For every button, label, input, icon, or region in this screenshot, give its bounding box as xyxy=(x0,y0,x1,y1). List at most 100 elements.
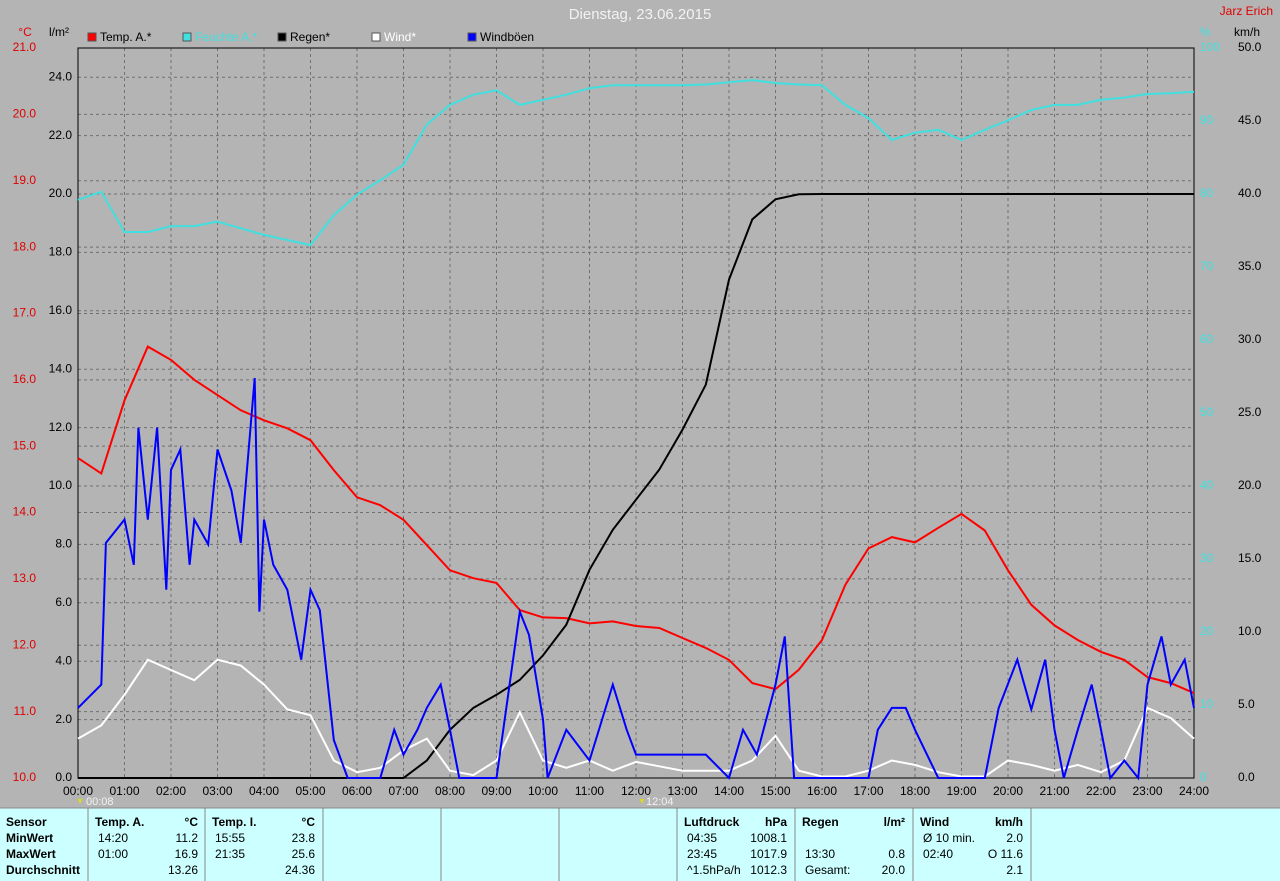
y3-tick-label: 100 xyxy=(1200,40,1220,54)
x-tick-label: 19:00 xyxy=(946,784,976,798)
cell-value: 1008.1 xyxy=(750,831,787,845)
legend-label: Windböen xyxy=(480,30,534,44)
y-tick-label: 16.0 xyxy=(13,372,37,386)
y3-tick-label: 90 xyxy=(1200,113,1214,127)
y2-tick-label: 12.0 xyxy=(49,420,73,434)
y-tick-label: 17.0 xyxy=(13,306,37,320)
x-tick-label: 12:00 xyxy=(621,784,651,798)
author: Jarz Erich xyxy=(1220,4,1273,18)
cell-value: 2.0 xyxy=(1006,831,1023,845)
y4-axis-unit: km/h xyxy=(1234,25,1260,39)
y4-tick-label: 15.0 xyxy=(1238,551,1262,565)
x-tick-label: 14:00 xyxy=(714,784,744,798)
marker-icon xyxy=(640,799,644,804)
y3-axis-unit: % xyxy=(1200,25,1211,39)
marker-icon xyxy=(78,799,82,804)
y4-tick-label: 0.0 xyxy=(1238,770,1255,784)
panel-title: Temp. I. xyxy=(212,815,256,829)
y-axis-unit: °C xyxy=(18,25,32,39)
y-tick-label: 19.0 xyxy=(13,173,37,187)
legend-swatch xyxy=(371,32,381,42)
cell-time: 14:20 xyxy=(98,831,128,845)
y4-tick-label: 30.0 xyxy=(1238,332,1262,346)
x-tick-label: 00:00 xyxy=(63,784,93,798)
y2-tick-label: 6.0 xyxy=(55,595,72,609)
panel-unit: km/h xyxy=(995,815,1023,829)
x-tick-label: 22:00 xyxy=(1086,784,1116,798)
cell-time: Gesamt: xyxy=(805,863,850,877)
y-tick-label: 15.0 xyxy=(13,438,37,452)
y-tick-label: 18.0 xyxy=(13,239,37,253)
y2-tick-label: 24.0 xyxy=(49,69,73,83)
legend-label: Feuchte A.* xyxy=(195,30,257,44)
y-tick-label: 11.0 xyxy=(14,704,37,718)
x-tick-label: 05:00 xyxy=(295,784,325,798)
x-tick-label: 07:00 xyxy=(388,784,418,798)
y4-tick-label: 5.0 xyxy=(1238,697,1255,711)
cell-time: 13:30 xyxy=(805,847,835,861)
legend-swatch xyxy=(277,32,287,42)
x-tick-label: 09:00 xyxy=(481,784,511,798)
series-line xyxy=(77,345,1195,695)
cell-value: 2.1 xyxy=(1006,863,1023,877)
cell-value: 16.9 xyxy=(175,847,199,861)
y2-tick-label: 4.0 xyxy=(55,653,72,667)
y3-tick-label: 20 xyxy=(1200,624,1214,638)
annotation: 12:04 xyxy=(646,796,674,808)
chart-title: Dienstag, 23.06.2015 xyxy=(569,6,712,23)
y2-tick-label: 2.0 xyxy=(55,712,72,726)
panel-unit: l/m² xyxy=(884,815,905,829)
x-tick-label: 16:00 xyxy=(807,784,837,798)
y3-tick-label: 40 xyxy=(1200,478,1214,492)
panel-unit: °C xyxy=(302,815,316,829)
y3-tick-label: 50 xyxy=(1200,405,1214,419)
y2-tick-label: 20.0 xyxy=(49,186,73,200)
y3-tick-label: 60 xyxy=(1200,332,1214,346)
x-tick-label: 03:00 xyxy=(202,784,232,798)
cell-time: 02:40 xyxy=(923,847,953,861)
x-tick-label: 02:00 xyxy=(156,784,186,798)
series-line xyxy=(77,79,1195,247)
panel-title: Luftdruck xyxy=(684,815,740,829)
y2-tick-label: 22.0 xyxy=(49,128,73,142)
y-tick-label: 10.0 xyxy=(13,770,37,784)
y3-tick-label: 10 xyxy=(1200,697,1214,711)
panel-unit: hPa xyxy=(765,815,787,829)
cell-value: 13.26 xyxy=(168,863,198,877)
x-tick-label: 04:00 xyxy=(249,784,279,798)
cell-time: 21:35 xyxy=(215,847,245,861)
y4-tick-label: 20.0 xyxy=(1238,478,1262,492)
cell-value: 11.2 xyxy=(176,831,199,845)
y2-tick-label: 0.0 xyxy=(55,770,72,784)
panel-title: Regen xyxy=(802,815,839,829)
legend-swatch xyxy=(182,32,192,42)
y-tick-label: 21.0 xyxy=(13,40,37,54)
y4-tick-label: 40.0 xyxy=(1238,186,1262,200)
y2-axis-unit: l/m² xyxy=(49,25,69,39)
y3-tick-label: 70 xyxy=(1200,259,1214,273)
panel-title: Temp. A. xyxy=(95,815,144,829)
series-line xyxy=(78,193,1194,779)
series-line xyxy=(77,377,1195,781)
table-separators xyxy=(0,807,1280,881)
x-tick-label: 18:00 xyxy=(900,784,930,798)
x-tick-label: 06:00 xyxy=(342,784,372,798)
series-line xyxy=(77,658,1195,778)
cell-value: 0.8 xyxy=(888,847,905,861)
cell-time: 01:00 xyxy=(98,847,128,861)
y-tick-label: 14.0 xyxy=(13,505,37,519)
x-tick-label: 20:00 xyxy=(993,784,1023,798)
y3-tick-label: 30 xyxy=(1200,551,1214,565)
y2-tick-label: 14.0 xyxy=(49,361,73,375)
cell-value: 20.0 xyxy=(882,863,906,877)
x-tick-label: 17:00 xyxy=(853,784,883,798)
cell-time: 04:35 xyxy=(687,831,717,845)
y2-tick-label: 10.0 xyxy=(49,478,73,492)
y2-tick-label: 16.0 xyxy=(49,303,73,317)
row-label: Durchschnitt xyxy=(6,863,80,877)
y2-tick-label: 8.0 xyxy=(55,537,72,551)
plot-border xyxy=(77,47,1195,779)
x-tick-label: 08:00 xyxy=(435,784,465,798)
annotation: 00:08 xyxy=(86,796,114,808)
